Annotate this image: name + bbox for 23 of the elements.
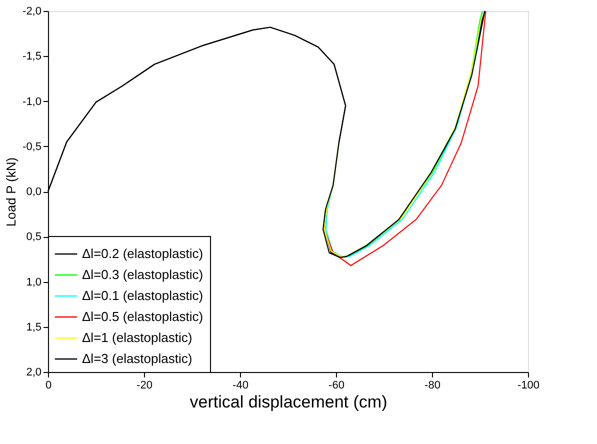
x-tick-label: -20 (136, 380, 152, 392)
legend-label: Δl=3 (elastoplastic) (82, 351, 192, 366)
y-tick-label: 0,5 (26, 231, 42, 244)
y-tick-label: -2,0 (22, 6, 42, 18)
legend-label: Δl=0.1 (elastoplastic) (82, 288, 204, 303)
legend-label: Δl=0.2 (elastoplastic) (82, 246, 204, 261)
legend-label: Δl=0.5 (elastoplastic) (82, 309, 204, 324)
y-tick-label: 1,5 (26, 321, 42, 334)
x-tick-label: -40 (232, 380, 248, 392)
x-axis-title: vertical displacement (cm) (190, 392, 388, 412)
y-tick-label: 2,0 (26, 366, 42, 378)
x-tick-label: -80 (424, 380, 440, 392)
x-tick-label: 0 (45, 380, 52, 392)
y-tick-label: 0,0 (26, 186, 42, 198)
y-tick-label: -0,5 (22, 140, 42, 153)
y-axis-title: Load P (kN) (4, 157, 19, 227)
y-tick-label: -1,0 (22, 96, 42, 108)
legend-label: Δl=1 (elastoplastic) (82, 330, 192, 345)
y-tick-label: 1,0 (26, 276, 42, 288)
legend-label: Δl=0.3 (elastoplastic) (82, 267, 204, 282)
y-tick-label: -1,5 (22, 50, 42, 63)
x-tick-label: -100 (517, 380, 540, 392)
x-tick-label: -60 (328, 380, 344, 392)
